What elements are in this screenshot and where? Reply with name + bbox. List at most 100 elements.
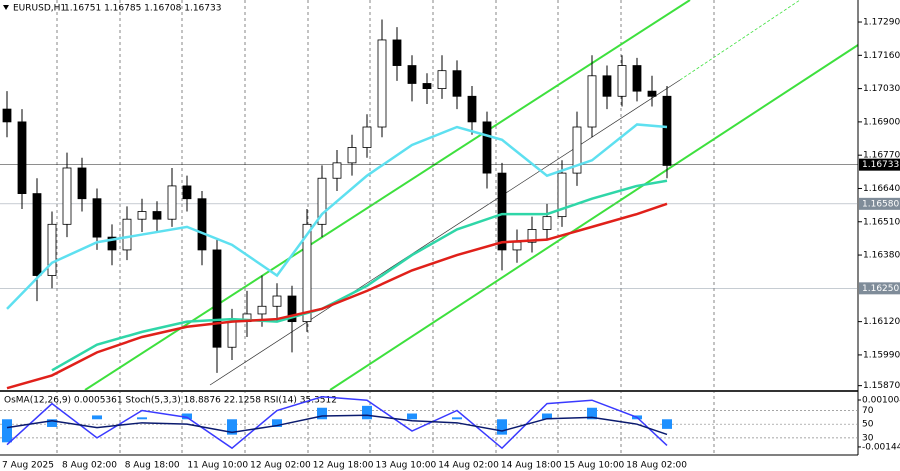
candle-body — [332, 162, 342, 179]
menu-arrow — [3, 5, 9, 10]
candle-body — [227, 321, 237, 348]
x-tick-label: 12 Aug 02:00 — [250, 461, 311, 471]
x-tick-label: 14 Aug 18:00 — [501, 461, 562, 471]
candle-body — [77, 167, 87, 200]
osma-bar — [182, 413, 192, 420]
osma-bar — [452, 417, 462, 420]
candle-body — [467, 95, 477, 123]
osma-bar — [137, 417, 147, 420]
osma-bar — [542, 413, 552, 420]
x-tick-label: 12 Aug 18:00 — [313, 461, 374, 471]
y-tick-label: 1.16770 — [863, 151, 900, 161]
y-tick-label: 1.15990 — [863, 350, 900, 360]
level-box — [859, 158, 900, 171]
x-tick-label: 11 Aug 10:00 — [187, 461, 248, 471]
candle-body — [257, 305, 267, 315]
candle-body — [527, 229, 537, 243]
y2-tick-label: 0.001004 — [862, 395, 900, 405]
vertical-grid — [56, 0, 715, 455]
candle-body — [452, 70, 462, 97]
candle-body — [92, 198, 102, 238]
candle-body — [407, 65, 417, 84]
osma-bar — [47, 419, 57, 427]
osma-bar — [362, 405, 372, 420]
channel-lines — [84, 0, 859, 391]
y-tick-label: 1.16900 — [863, 117, 900, 127]
candle-body — [587, 75, 597, 128]
x-tick-label: 8 Aug 02:00 — [62, 461, 117, 471]
level-label: 1.16580 — [862, 199, 899, 209]
osma-bar — [317, 407, 327, 420]
candle-body — [107, 236, 117, 251]
candle-body — [392, 39, 402, 66]
oscillator-line — [6, 396, 668, 450]
x-tick-label: 7 Aug 2025 — [2, 461, 54, 471]
osma-bar — [272, 419, 282, 427]
candle-body — [557, 172, 567, 218]
moving-average — [51, 179, 668, 372]
osma-bar — [407, 413, 417, 420]
symbol-title: EURUSD,H1 — [13, 4, 66, 14]
quote: 1.16751 1.16785 1.16708 1.16733 — [64, 4, 221, 14]
candle-body — [542, 216, 552, 230]
candle-body — [347, 147, 357, 164]
candle-body — [632, 65, 642, 92]
candle-body — [482, 121, 492, 174]
candle-body — [137, 211, 147, 220]
osma-bar — [92, 415, 102, 420]
candle-body — [212, 249, 222, 348]
candle-body — [272, 295, 282, 307]
candle-body — [2, 108, 12, 123]
candle-body — [302, 223, 312, 323]
x-tick-label: 14 Aug 02:00 — [438, 461, 499, 471]
y-tick-label: 1.17290 — [863, 18, 900, 28]
candle-body — [167, 185, 177, 220]
y-tick-label: 1.15870 — [863, 381, 900, 391]
y-tick-label: 70 — [862, 406, 874, 416]
y-tick-label: 1.16120 — [863, 317, 900, 327]
level-box — [859, 282, 900, 295]
moving-average — [6, 202, 668, 390]
y-tick-label: 50 — [862, 420, 874, 430]
y-tick-label: 1.17030 — [863, 84, 900, 94]
osma-bar — [497, 419, 507, 435]
candle-body — [422, 83, 432, 90]
candle-body — [17, 121, 27, 194]
candle-body — [647, 90, 657, 97]
candle-body — [362, 126, 372, 148]
candle-body — [122, 218, 132, 251]
candle-body — [512, 241, 522, 251]
candle-body — [32, 193, 42, 276]
osma-bar — [587, 407, 597, 420]
candle-body — [497, 172, 507, 251]
candle-body — [62, 167, 72, 225]
y-tick-label: 1.16380 — [863, 251, 900, 261]
candle-body — [47, 223, 57, 276]
candle-body — [197, 198, 207, 251]
osma-bar — [2, 419, 12, 443]
moving-average — [6, 123, 668, 310]
x-tick-label: 18 Aug 02:00 — [626, 461, 687, 471]
level-label: 1.16733 — [862, 160, 899, 170]
candle-body — [317, 177, 327, 225]
candle-body — [152, 211, 162, 220]
oscillator-line — [6, 414, 668, 436]
y-tick-label: 1.16510 — [863, 217, 900, 227]
candle-body — [182, 185, 192, 200]
x-tick-label: 13 Aug 10:00 — [376, 461, 437, 471]
candle-body — [377, 39, 387, 128]
y-tick-label: 30 — [862, 433, 874, 443]
level-label: 1.16250 — [862, 284, 899, 294]
y-tick-label: 1.16640 — [863, 184, 900, 194]
candle-body — [437, 70, 447, 90]
osma-bar — [227, 419, 237, 435]
x-tick-label: 8 Aug 18:00 — [125, 461, 180, 471]
candle-body — [602, 75, 612, 97]
candle-body — [617, 65, 627, 97]
y2-tick-label: -0.00144 — [862, 442, 900, 452]
level-box — [859, 197, 900, 210]
candle-body — [287, 295, 297, 323]
indicator-title: OsMA(12,26,9) 0.0005361 Stoch(5,3,3) 18.… — [4, 396, 337, 406]
